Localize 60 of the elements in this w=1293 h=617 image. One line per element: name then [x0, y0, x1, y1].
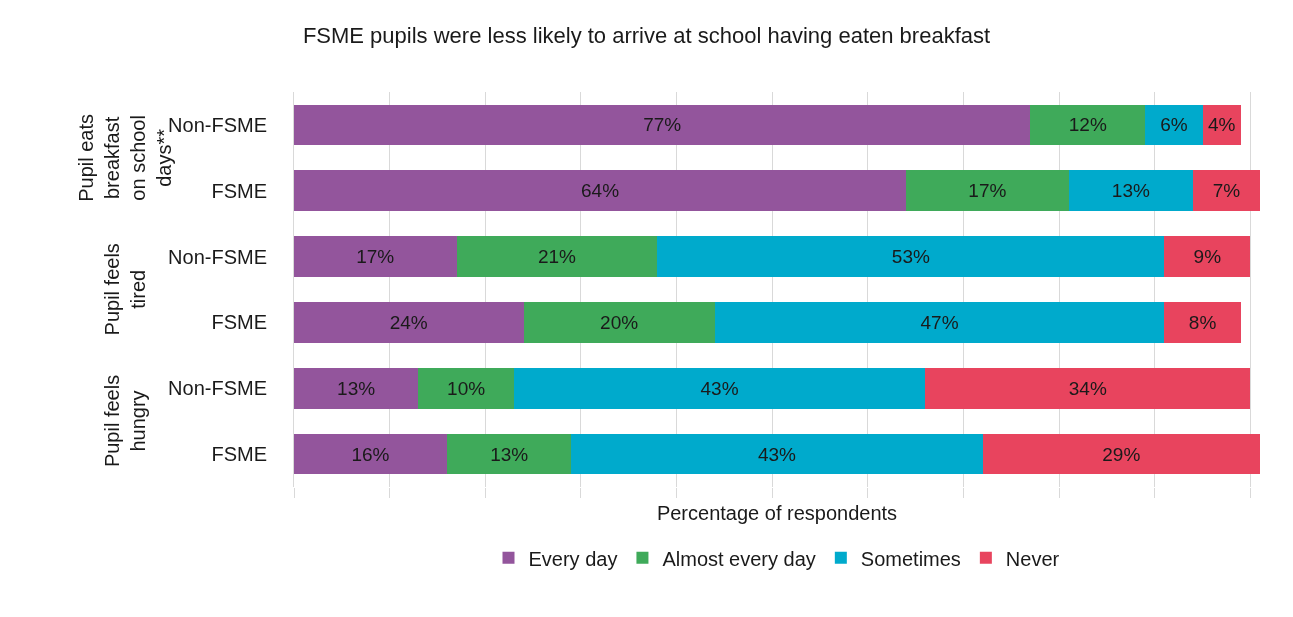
data-label: 7%: [1212, 180, 1241, 202]
legend-label: Never: [1005, 547, 1060, 570]
data-label: 47%: [920, 311, 959, 333]
data-label: 13%: [337, 377, 376, 399]
data-label: 77%: [643, 114, 682, 136]
text: Pupil feels tired: [101, 243, 150, 336]
text: Pupil feels hungry: [100, 374, 149, 468]
chart-title: FSME pupils were less likely to arrive at school having eaten breakfast: [302, 23, 991, 49]
bar: [1068, 170, 1194, 212]
y-tick-label: FSME: [211, 311, 267, 334]
data-label: 12%: [1068, 114, 1107, 136]
data-label: 9%: [1193, 246, 1222, 268]
data-label: 6%: [1160, 114, 1188, 136]
data-label: 24%: [389, 311, 428, 333]
data-label: 8%: [1188, 311, 1217, 333]
y-tick-label: FSME: [211, 179, 267, 202]
bar: [513, 367, 926, 409]
bar: [925, 367, 1251, 409]
legend-label: Every day: [528, 547, 618, 570]
data-label: 21%: [537, 246, 577, 268]
bar: [447, 433, 572, 475]
data-label: 13%: [490, 443, 529, 465]
bar: [523, 302, 715, 343]
x-axis-title: Percentage of respondents: [656, 501, 898, 524]
y-tick-label: Non-FSME: [168, 245, 267, 268]
bar: [571, 433, 983, 475]
bar: [906, 170, 1069, 212]
y-tick-label: FSME: [211, 443, 267, 466]
bar: [294, 170, 907, 212]
bar: [294, 302, 524, 343]
bar: [294, 104, 1031, 146]
data-label: 43%: [757, 443, 797, 465]
bar: [1193, 170, 1260, 212]
bar: [1030, 104, 1146, 146]
data-label: 10%: [447, 377, 486, 399]
bar: [294, 236, 457, 277]
data-label: 64%: [580, 180, 620, 202]
bar: [1164, 236, 1251, 277]
data-label: 43%: [700, 377, 739, 399]
bar: [456, 236, 658, 277]
bar: [657, 236, 1165, 277]
y-tick-label: Non-FSME: [168, 377, 267, 400]
bar: [714, 302, 1165, 343]
data-label: 20%: [600, 311, 639, 333]
data-label: 16%: [351, 443, 390, 465]
data-label: 29%: [1102, 443, 1141, 465]
data-label: 13%: [1111, 180, 1150, 202]
bar: [294, 433, 448, 475]
bar: [418, 367, 514, 409]
data-label: 34%: [1068, 377, 1107, 399]
bar: [1164, 302, 1241, 343]
data-label: 17%: [968, 180, 1007, 202]
data-label: 53%: [891, 246, 930, 268]
bar: [982, 433, 1260, 475]
data-label: 17%: [356, 246, 395, 268]
bar: [1145, 104, 1203, 146]
bar: [294, 367, 419, 409]
legend-label: Sometimes: [860, 547, 961, 570]
data-label: 4%: [1207, 114, 1236, 136]
legend-label: Almost every day: [662, 547, 816, 570]
